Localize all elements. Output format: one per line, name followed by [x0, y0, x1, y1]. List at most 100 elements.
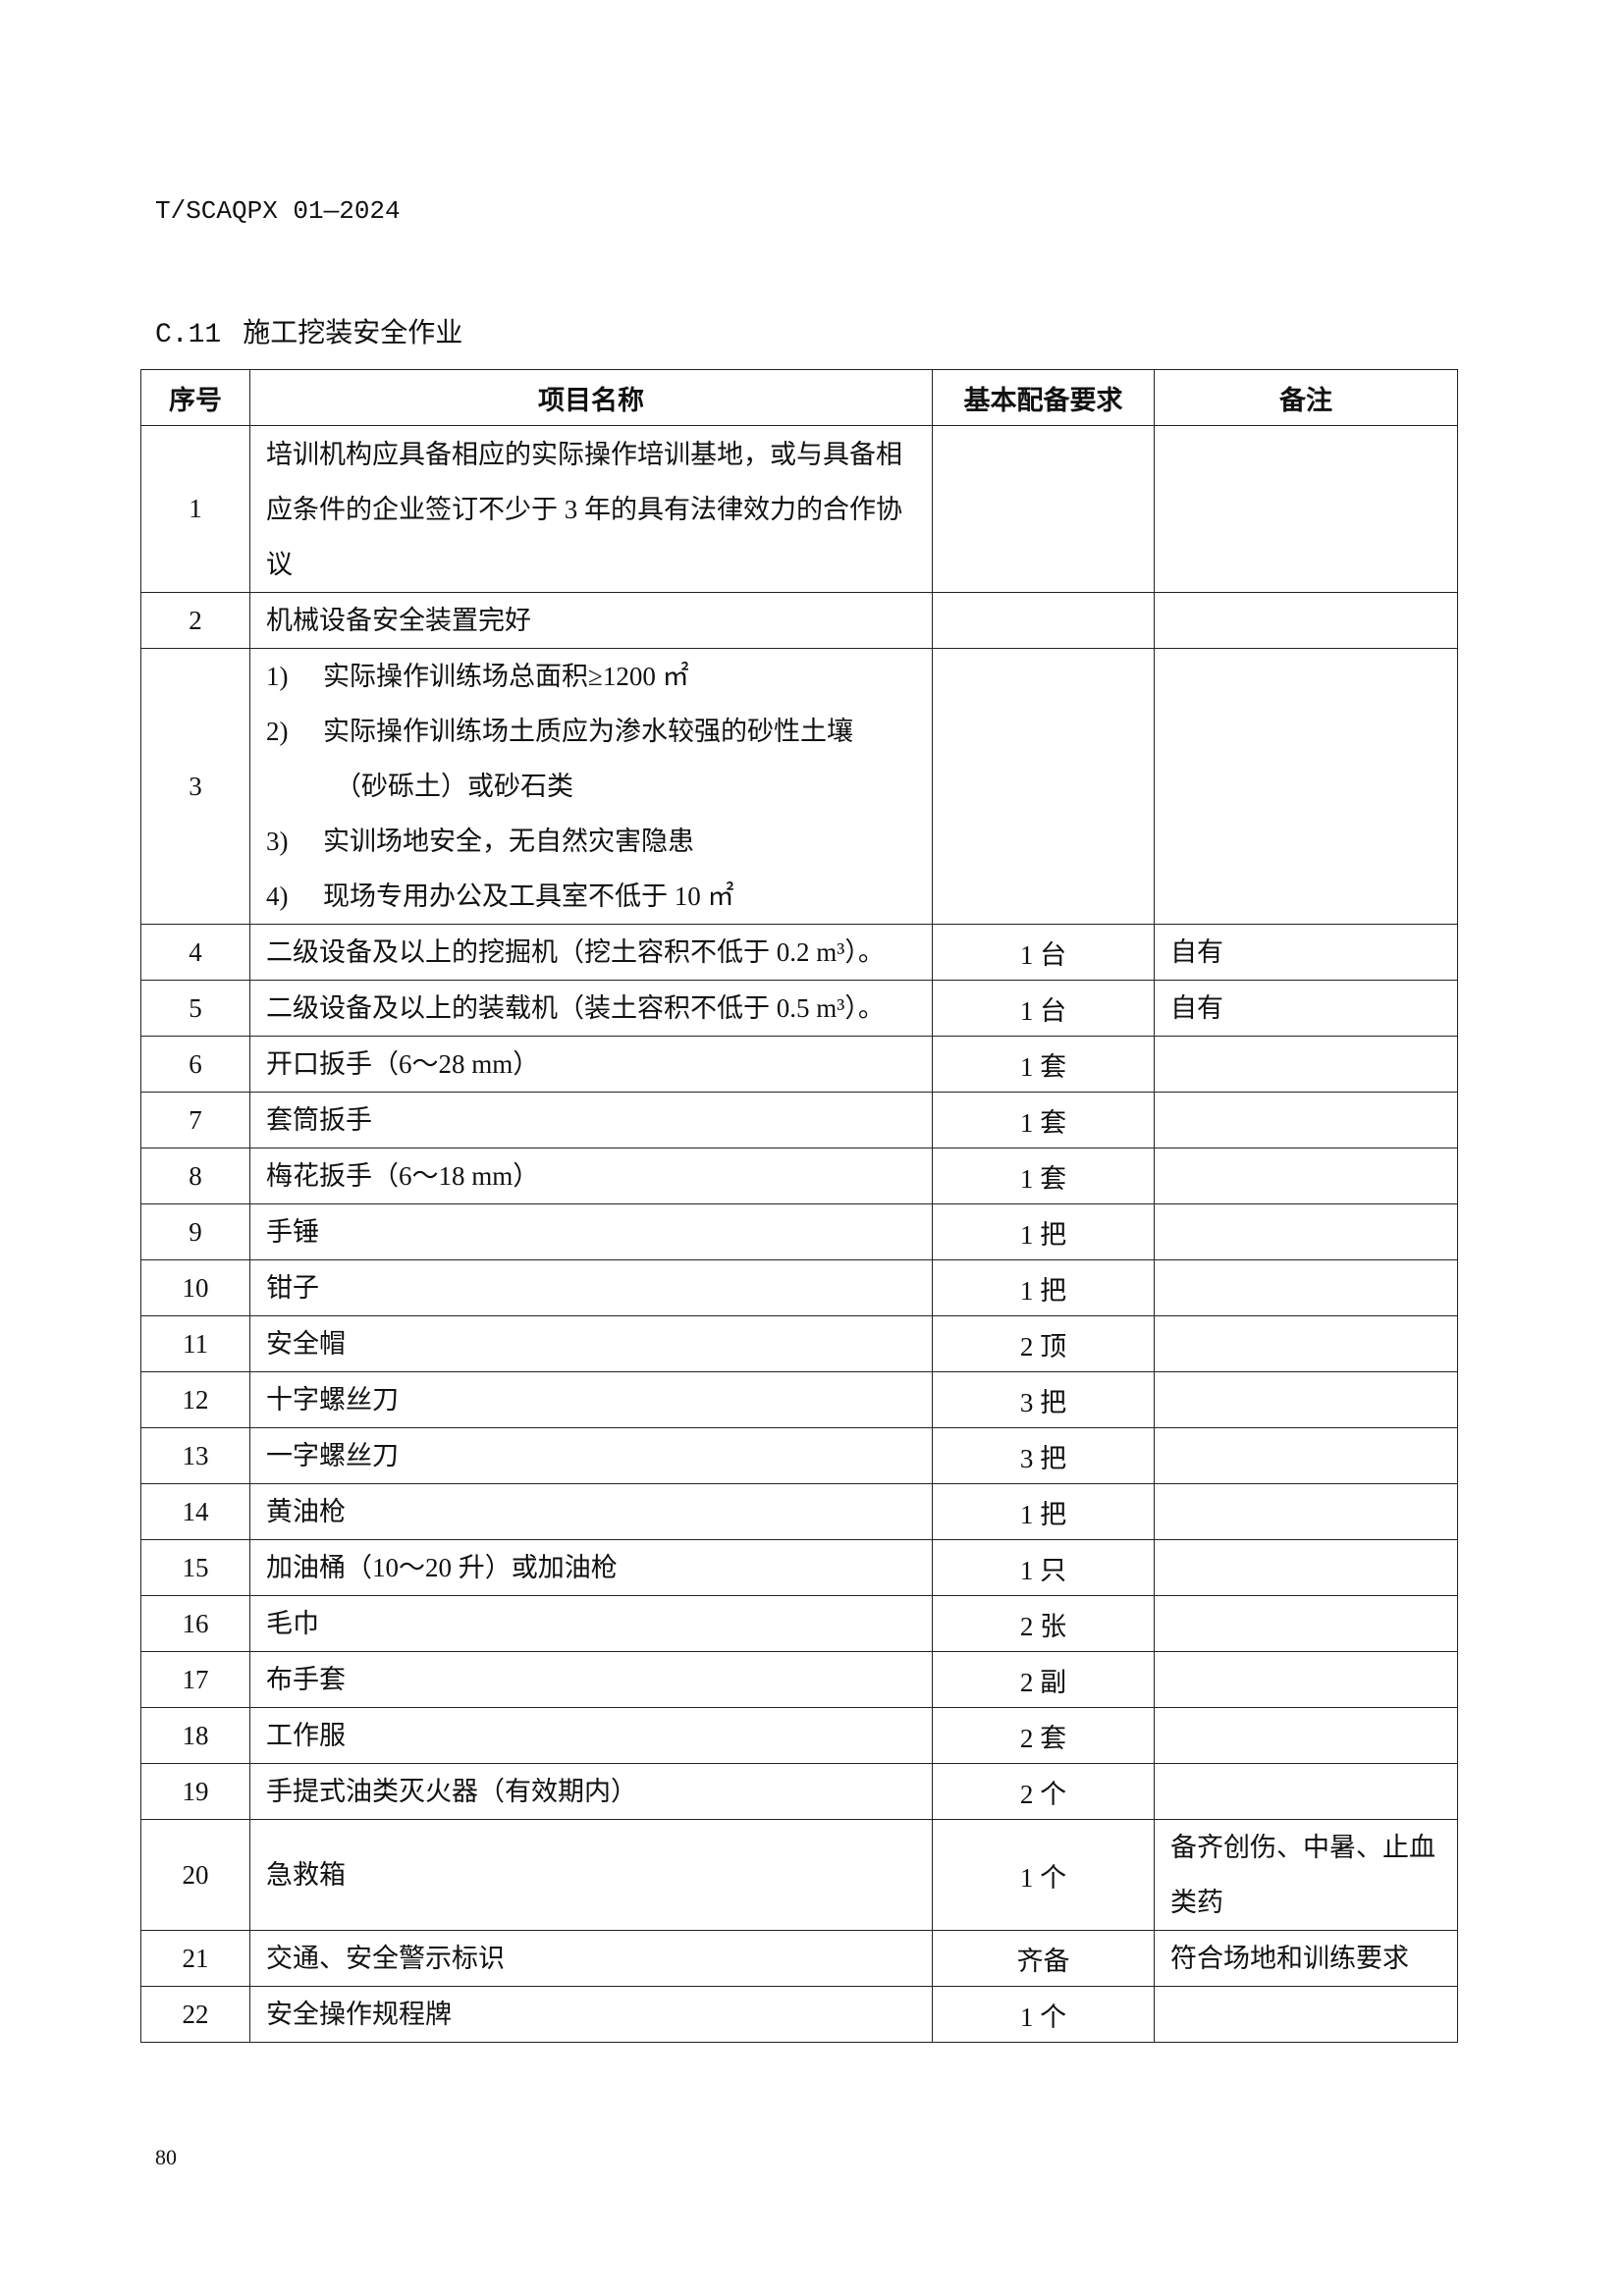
- table-row: 22 安全操作规程牌 1 个: [140, 1986, 1458, 2043]
- row-number: 5: [140, 980, 250, 1037]
- item-name: 梅花扳手（6～18 mm）: [249, 1148, 933, 1204]
- page-number: 80: [155, 2145, 177, 2169]
- line-text: 实际操作训练场土质应为渗水较强的砂性土壤: [323, 717, 853, 746]
- line-number: 4): [266, 881, 289, 911]
- remark: [1154, 1148, 1458, 1204]
- table-row: 18 工作服 2 套: [140, 1707, 1458, 1764]
- item-name: 十字螺丝刀: [249, 1371, 933, 1428]
- table-row: 3 1) 实际操作训练场总面积≥1200 ㎡ 2) 实际操作训练场土质应为渗水较强的砂性…: [140, 648, 1458, 925]
- column-header-no: 序号: [140, 369, 250, 426]
- row-number: 1: [140, 425, 250, 593]
- basic-requirement: 1 把: [932, 1259, 1155, 1316]
- table-row: 20 急救箱 1 个备齐创伤、中暑、止血类药: [140, 1819, 1458, 1931]
- remark: [1154, 1427, 1458, 1484]
- remark: [1154, 1036, 1458, 1093]
- basic-requirement: [932, 592, 1155, 649]
- basic-requirement: 1 套: [932, 1148, 1155, 1204]
- basic-requirement: [932, 425, 1155, 593]
- remark: 符合场地和训练要求: [1154, 1930, 1458, 1987]
- line-text: 实际操作训练场总面积≥1200 ㎡: [323, 662, 689, 691]
- requirement-line: 2) 实际操作训练场土质应为渗水较强的砂性土壤: [266, 704, 922, 759]
- basic-requirement: 1 套: [932, 1036, 1155, 1093]
- column-header-requirement: 基本配备要求: [932, 369, 1155, 426]
- row-number: 8: [140, 1148, 250, 1204]
- table-row: 9 手锤 1 把: [140, 1203, 1458, 1260]
- table-row: 5 二级设备及以上的装载机（装土容积不低于 0.5 m³）。 1 台自有: [140, 980, 1458, 1037]
- column-header-note: 备注: [1154, 369, 1458, 426]
- item-name: 黄油枪: [249, 1483, 933, 1540]
- table-row: 4 二级设备及以上的挖掘机（挖土容积不低于 0.2 m³）。 1 台自有: [140, 924, 1458, 981]
- item-name: 二级设备及以上的挖掘机（挖土容积不低于 0.2 m³）。: [249, 924, 933, 981]
- basic-requirement: [932, 648, 1155, 925]
- basic-requirement: 2 顶: [932, 1315, 1155, 1372]
- remark: [1154, 1707, 1458, 1764]
- remark: [1154, 1595, 1458, 1652]
- remark: 自有: [1154, 924, 1458, 981]
- remark: [1154, 425, 1458, 593]
- line-text: 实训场地安全，无自然灾害隐患: [323, 827, 694, 856]
- item-name: 二级设备及以上的装载机（装土容积不低于 0.5 m³）。: [249, 980, 933, 1037]
- line-text: 现场专用办公及工具室不低于 10 ㎡: [323, 881, 734, 911]
- requirement-line: 3) 实训场地安全，无自然灾害隐患: [266, 814, 922, 869]
- basic-requirement: 1 把: [932, 1483, 1155, 1540]
- table-row: 17 布手套 2 副: [140, 1651, 1458, 1708]
- remark: [1154, 1986, 1458, 2043]
- row-number: 22: [140, 1986, 250, 2043]
- basic-requirement: 2 套: [932, 1707, 1155, 1764]
- remark: [1154, 1092, 1458, 1148]
- basic-requirement: 3 把: [932, 1371, 1155, 1428]
- basic-requirement: 1 个: [932, 1986, 1155, 2043]
- remark: [1154, 648, 1458, 925]
- basic-requirement: 2 副: [932, 1651, 1155, 1708]
- basic-requirement: 1 台: [932, 980, 1155, 1037]
- item-name: 布手套: [249, 1651, 933, 1708]
- section-title: 施工挖装安全作业: [243, 318, 463, 348]
- row-number: 2: [140, 592, 250, 649]
- remark: [1154, 1203, 1458, 1260]
- table-header-row: 序号 项目名称 基本配备要求 备注: [140, 369, 1458, 426]
- remark: [1154, 1483, 1458, 1540]
- table-row: 12 十字螺丝刀 3 把: [140, 1371, 1458, 1428]
- item-name: 安全帽: [249, 1315, 933, 1372]
- row-number: 12: [140, 1371, 250, 1428]
- table-row: 7 套筒扳手 1 套: [140, 1092, 1458, 1148]
- requirement-line: 4) 现场专用办公及工具室不低于 10 ㎡: [266, 869, 922, 924]
- basic-requirement: 3 把: [932, 1427, 1155, 1484]
- line-number: 3): [266, 827, 289, 856]
- column-header-name: 项目名称: [249, 369, 933, 426]
- row-number: 6: [140, 1036, 250, 1093]
- equipment-table: 序号 项目名称 基本配备要求 备注 1 培训机构应具备相应的实际操作培训基地，或与…: [140, 369, 1458, 2043]
- section-number: C.11: [155, 320, 222, 350]
- row-number: 3: [140, 648, 250, 925]
- row-number: 18: [140, 1707, 250, 1764]
- item-name: 急救箱: [249, 1819, 933, 1931]
- row-number: 14: [140, 1483, 250, 1540]
- remark: 自有: [1154, 980, 1458, 1037]
- table-row: 21 交通、安全警示标识 齐备 符合场地和训练要求: [140, 1930, 1458, 1987]
- table-row: 13 一字螺丝刀 3 把: [140, 1427, 1458, 1484]
- row-number: 4: [140, 924, 250, 981]
- row-number: 10: [140, 1259, 250, 1316]
- table-row: 15 加油桶（10～20 升）或加油枪 1 只: [140, 1539, 1458, 1596]
- table-row: 16 毛巾 2 张: [140, 1595, 1458, 1652]
- row-number: 11: [140, 1315, 250, 1372]
- item-name: 钳子: [249, 1259, 933, 1316]
- item-name: 交通、安全警示标识: [249, 1930, 933, 1987]
- row-number: 16: [140, 1595, 250, 1652]
- item-name: 加油桶（10～20 升）或加油枪: [249, 1539, 933, 1596]
- remark: [1154, 1259, 1458, 1316]
- section-heading: C.11 施工挖装安全作业: [155, 311, 462, 350]
- item-name: 培训机构应具备相应的实际操作培训基地，或与具备相应条件的企业签订不少于 3 年的…: [249, 425, 933, 593]
- item-name: 毛巾: [249, 1595, 933, 1652]
- remark: 备齐创伤、中暑、止血类药: [1154, 1819, 1458, 1931]
- basic-requirement: 齐备: [932, 1930, 1155, 1987]
- row-number: 21: [140, 1930, 250, 1987]
- row-number: 15: [140, 1539, 250, 1596]
- remark: [1154, 1315, 1458, 1372]
- table-row: 19 手提式油类灭火器（有效期内） 2 个: [140, 1763, 1458, 1820]
- table-row: 14 黄油枪 1 把: [140, 1483, 1458, 1540]
- line-text: （砂砾土）或砂石类: [335, 772, 573, 801]
- item-name: 机械设备安全装置完好: [249, 592, 933, 649]
- table-row: 8 梅花扳手（6～18 mm） 1 套: [140, 1148, 1458, 1204]
- basic-requirement: 1 只: [932, 1539, 1155, 1596]
